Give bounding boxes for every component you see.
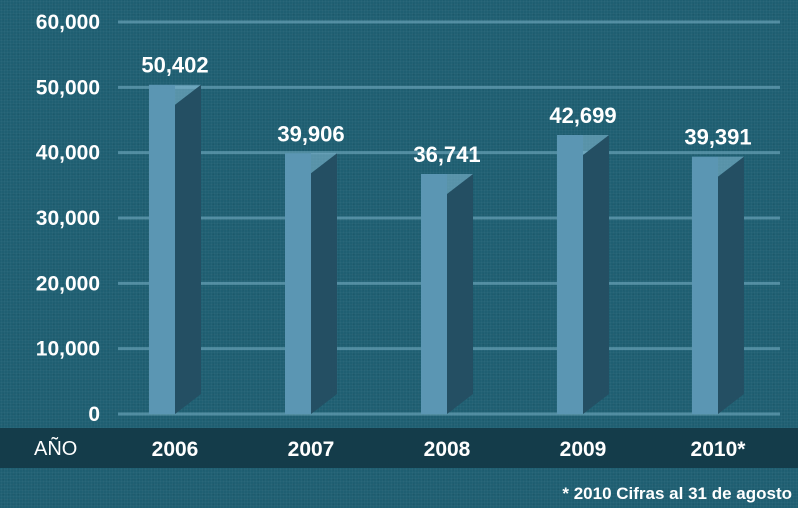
y-tick-label: 0 (88, 403, 100, 426)
category-label-2008: 2008 (424, 438, 471, 461)
x-category-labels: 2006 2007 2008 2009 2010* (152, 438, 747, 461)
y-tick-label: 10,000 (36, 338, 100, 361)
bar-side (583, 135, 609, 414)
bar-front (149, 84, 175, 414)
bar-side (718, 156, 744, 415)
bar-2008 (421, 173, 473, 414)
category-label-2007: 2007 (288, 438, 335, 461)
bar-side (447, 173, 473, 414)
bar-2007 (285, 153, 337, 414)
y-tick-label: 50,000 (36, 76, 100, 99)
value-label-2006: 50,402 (141, 53, 208, 78)
value-label-2009: 42,699 (549, 103, 616, 128)
bar-top-bevel (175, 84, 201, 105)
bar-top-bevel (311, 153, 337, 174)
bar-top-bevel (583, 135, 609, 156)
bar-front (557, 135, 583, 414)
y-tick-label: 20,000 (36, 272, 100, 295)
bar-2009 (557, 135, 609, 414)
y-tick-label: 40,000 (36, 142, 100, 165)
bar-side (311, 153, 337, 414)
y-tick-labels: 0 10,000 20,000 30,000 40,000 50,000 60,000 (36, 11, 100, 426)
bar-top-bevel (718, 156, 744, 177)
bar-2006 (149, 84, 201, 414)
bar-top-bevel (447, 173, 473, 194)
y-tick-label: 30,000 (36, 207, 100, 230)
bars (149, 84, 744, 415)
bar-front (421, 173, 447, 414)
bar-2010* (692, 156, 744, 415)
category-label-2006: 2006 (152, 438, 199, 461)
value-labels: 50,402 39,906 36,741 42,699 39,391 (141, 53, 751, 167)
footnote: * 2010 Cifras al 31 de agosto (562, 484, 792, 503)
y-tick-label: 60,000 (36, 11, 100, 34)
bar-front (692, 156, 718, 415)
category-label-2009: 2009 (560, 438, 607, 461)
value-label-2007: 39,906 (277, 121, 344, 146)
category-label-2010*: 2010* (691, 438, 747, 461)
bar-side (175, 84, 201, 414)
value-label-2008: 36,741 (413, 142, 480, 167)
x-axis-band (0, 428, 798, 468)
x-axis-title: AÑO (34, 436, 77, 460)
bar-front (285, 153, 311, 414)
value-label-2010*: 39,391 (684, 125, 751, 150)
